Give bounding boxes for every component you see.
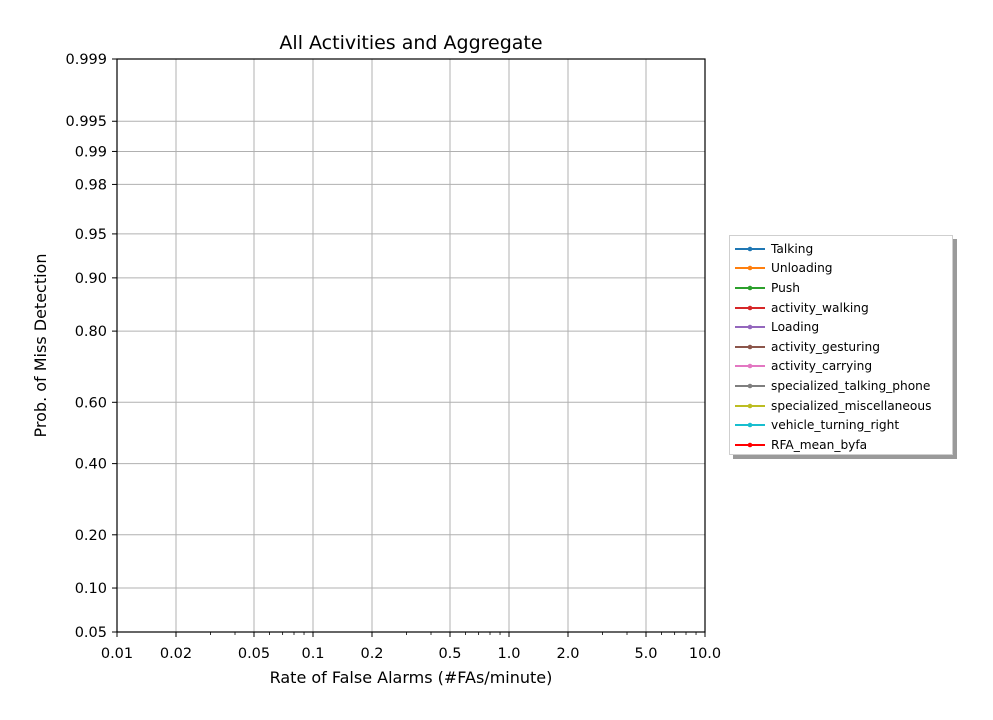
legend-swatch [735,305,765,310]
legend-item: vehicle_turning_right [734,415,952,435]
y-tick-label: 0.99 [75,144,107,160]
x-axis-label: Rate of False Alarms (#FAs/minute) [270,668,553,687]
y-tick-label: 0.60 [75,395,107,411]
y-tick-label: 0.20 [75,528,107,544]
grid-lines [116,58,706,633]
y-tick-label: 0.999 [65,52,107,68]
legend-swatch-marker [747,344,753,350]
y-tick-label: 0.995 [65,114,107,130]
legend-item: activity_gesturing [734,337,952,357]
legend-swatch-marker [747,364,753,369]
legend-item: specialized_miscellaneous [734,396,952,416]
legend-item: Unloading [734,259,952,279]
legend-swatch-marker [747,422,753,428]
x-tick-label: 0.02 [160,646,192,662]
legend-label: specialized_talking_phone [771,378,931,393]
legend-label: Unloading [771,261,833,276]
legend-swatch-marker [747,403,753,408]
legend-item: activity_carrying [734,357,952,377]
legend-label: Talking [771,241,814,256]
legend: Talking Unloading Push activity_walking Load… [729,235,953,455]
legend-item: activity_walking [734,298,952,318]
legend-item: specialized_talking_phone [734,376,952,396]
legend-item: RFA_mean_byfa [734,435,952,455]
legend-swatch-marker [747,324,753,330]
legend-label: activity_gesturing [771,339,880,354]
y-tick-label: 0.05 [75,625,107,641]
x-tick-label: 0.1 [301,646,324,662]
legend-label: RFA_mean_byfa [771,437,868,452]
y-tick-label: 0.10 [75,581,107,597]
x-tick-label: 5.0 [634,646,657,662]
x-tick-label: 2.0 [556,646,579,662]
legend-item: Loading [734,317,952,337]
legend-swatch-marker [747,266,753,271]
y-tick-label: 0.95 [75,227,107,243]
legend-swatch [735,324,765,330]
legend-label: activity_walking [771,300,869,315]
legend-swatch [735,285,765,291]
x-tick-label: 0.2 [360,646,383,662]
x-tick-label: 10.0 [689,646,721,662]
legend-swatch [735,422,765,428]
legend-swatch-marker [747,246,753,252]
x-tick-label: 1.0 [497,646,520,662]
legend-item: Push [734,278,952,298]
axis-ticks: 0.01 0.02 0.05 0.1 0.2 0.5 1.0 2.0 5.0 10.0 0.05 0.… [65,52,721,662]
y-tick-label: 0.40 [75,457,107,473]
legend-label: vehicle_turning_right [771,418,900,433]
y-tick-label: 0.80 [75,324,107,340]
legend-swatch-marker [747,442,753,448]
legend-swatch [735,442,765,448]
legend-swatch-marker [747,383,753,389]
legend-swatch [735,266,765,271]
legend-swatch-marker [747,305,753,310]
legend-swatch-marker [747,285,753,291]
legend-item: Talking [734,239,952,259]
x-tick-label: 0.05 [238,646,270,662]
legend-label: specialized_miscellaneous [771,398,932,413]
y-tick-label: 0.90 [75,271,107,287]
chart-title: All Activities and Aggregate [279,32,542,54]
y-tick-label: 0.98 [75,177,107,193]
legend-swatch [735,246,765,252]
legend-swatch [735,344,765,350]
legend-label: Push [771,280,800,295]
x-tick-label: 0.01 [101,646,133,662]
legend-swatch [735,383,765,389]
y-axis-label: Prob. of Miss Detection [31,254,50,438]
legend-label: Loading [771,320,820,335]
axes-frame [116,58,706,633]
legend-swatch [735,364,765,369]
legend-label: activity_carrying [771,359,873,374]
legend-swatch [735,403,765,408]
x-tick-label: 0.5 [438,646,461,662]
